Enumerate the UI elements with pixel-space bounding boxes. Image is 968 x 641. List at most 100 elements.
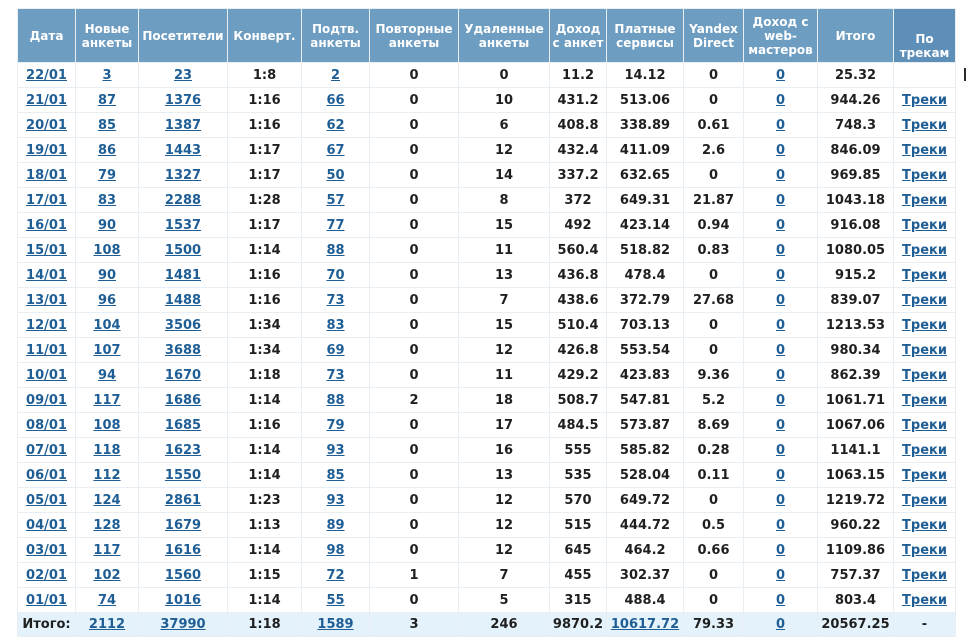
webmaster-income-link[interactable]: 0 xyxy=(775,342,786,358)
cell-new-profiles[interactable]: 112 xyxy=(76,463,138,487)
confirmed-link[interactable]: 73 xyxy=(326,367,345,383)
visitors-link[interactable]: 2288 xyxy=(164,192,202,208)
visitors-link[interactable]: 1560 xyxy=(164,567,202,583)
date-link[interactable]: 06/01 xyxy=(26,467,67,483)
totals-visitors-cell[interactable]: 37990 xyxy=(139,613,227,636)
header-confirmed[interactable]: Подтв. анкеты xyxy=(302,9,369,62)
tracks-link[interactable]: Треки xyxy=(902,267,947,283)
tracks-link[interactable]: Треки xyxy=(902,367,947,383)
confirmed-link[interactable]: 77 xyxy=(326,217,345,233)
totals-web-cell[interactable]: 0 xyxy=(744,613,817,636)
cell-date[interactable]: 18/01 xyxy=(18,163,75,187)
cell-confirmed[interactable]: 89 xyxy=(302,513,369,537)
visitors-link[interactable]: 1327 xyxy=(164,167,202,183)
visitors-link[interactable]: 3688 xyxy=(164,342,202,358)
confirmed-link[interactable]: 83 xyxy=(326,317,345,333)
new-profiles-link[interactable]: 102 xyxy=(93,567,121,583)
cell-tracks[interactable]: Треки xyxy=(894,588,955,612)
new-profiles-link[interactable]: 74 xyxy=(97,592,117,608)
webmaster-income-link[interactable]: 0 xyxy=(775,67,786,83)
cell-visitors[interactable]: 1560 xyxy=(139,563,227,587)
cell-new-profiles[interactable]: 85 xyxy=(76,113,138,137)
cell-visitors[interactable]: 1679 xyxy=(139,513,227,537)
tracks-link[interactable]: Треки xyxy=(902,417,947,433)
cell-date[interactable]: 02/01 xyxy=(18,563,75,587)
cell-date[interactable]: 11/01 xyxy=(18,338,75,362)
webmaster-income-link[interactable]: 0 xyxy=(775,567,786,583)
visitors-link[interactable]: 1488 xyxy=(164,292,202,308)
cell-confirmed[interactable]: 83 xyxy=(302,313,369,337)
cell-date[interactable]: 14/01 xyxy=(18,263,75,287)
totals-paid-cell[interactable]: 10617.72 xyxy=(607,613,683,636)
webmaster-income-link[interactable]: 0 xyxy=(775,442,786,458)
confirmed-link[interactable]: 93 xyxy=(326,492,345,508)
cell-confirmed[interactable]: 73 xyxy=(302,288,369,312)
date-link[interactable]: 20/01 xyxy=(26,117,67,133)
cell-tracks[interactable]: Треки xyxy=(894,163,955,187)
visitors-link[interactable]: 1443 xyxy=(164,142,202,158)
visitors-link[interactable]: 23 xyxy=(173,67,193,83)
cell-tracks[interactable]: Треки xyxy=(894,88,955,112)
cell-visitors[interactable]: 1327 xyxy=(139,163,227,187)
header-yandex-direct[interactable]: Yandex Direct xyxy=(684,9,743,62)
cell-visitors[interactable]: 1443 xyxy=(139,138,227,162)
cell-date[interactable]: 17/01 xyxy=(18,188,75,212)
cell-webmaster-income[interactable]: 0 xyxy=(744,313,817,337)
confirmed-link[interactable]: 67 xyxy=(326,142,345,158)
confirmed-link[interactable]: 57 xyxy=(326,192,345,208)
cell-webmaster-income[interactable]: 0 xyxy=(744,138,817,162)
cell-new-profiles[interactable]: 128 xyxy=(76,513,138,537)
cell-visitors[interactable]: 23 xyxy=(139,63,227,87)
cell-new-profiles[interactable]: 94 xyxy=(76,363,138,387)
cell-confirmed[interactable]: 72 xyxy=(302,563,369,587)
cell-tracks[interactable]: Треки xyxy=(894,138,955,162)
new-profiles-link[interactable]: 107 xyxy=(93,342,121,358)
confirmed-link[interactable]: 88 xyxy=(326,392,345,408)
cell-tracks[interactable]: Треки xyxy=(894,488,955,512)
new-profiles-link[interactable]: 86 xyxy=(97,142,117,158)
cell-new-profiles[interactable]: 104 xyxy=(76,313,138,337)
tracks-link[interactable]: Треки xyxy=(902,292,947,308)
cell-visitors[interactable]: 3506 xyxy=(139,313,227,337)
cell-confirmed[interactable]: 66 xyxy=(302,88,369,112)
totals-paid-link[interactable]: 10617.72 xyxy=(610,617,680,632)
tracks-link[interactable]: Треки xyxy=(902,592,947,608)
webmaster-income-link[interactable]: 0 xyxy=(775,217,786,233)
header-deleted[interactable]: Удаленные анкеты xyxy=(459,9,549,62)
confirmed-link[interactable]: 85 xyxy=(326,467,345,483)
new-profiles-link[interactable]: 128 xyxy=(93,517,121,533)
new-profiles-link[interactable]: 108 xyxy=(93,417,121,433)
totals-confirmed-link[interactable]: 1589 xyxy=(317,617,354,632)
cell-new-profiles[interactable]: 96 xyxy=(76,288,138,312)
cell-new-profiles[interactable]: 108 xyxy=(76,238,138,262)
header-webmaster-income[interactable]: Доход с web-мастеров xyxy=(744,9,817,62)
visitors-link[interactable]: 1685 xyxy=(164,417,202,433)
webmaster-income-link[interactable]: 0 xyxy=(775,417,786,433)
cell-date[interactable]: 19/01 xyxy=(18,138,75,162)
cell-webmaster-income[interactable]: 0 xyxy=(744,463,817,487)
cell-date[interactable]: 04/01 xyxy=(18,513,75,537)
cell-new-profiles[interactable]: 83 xyxy=(76,188,138,212)
date-link[interactable]: 10/01 xyxy=(26,367,67,383)
new-profiles-link[interactable]: 112 xyxy=(93,467,121,483)
new-profiles-link[interactable]: 117 xyxy=(93,392,121,408)
cell-new-profiles[interactable]: 108 xyxy=(76,413,138,437)
date-link[interactable]: 05/01 xyxy=(26,492,67,508)
webmaster-income-link[interactable]: 0 xyxy=(775,592,786,608)
cell-new-profiles[interactable]: 107 xyxy=(76,338,138,362)
tracks-link[interactable]: Треки xyxy=(902,217,947,233)
cell-tracks[interactable]: Треки xyxy=(894,363,955,387)
cell-tracks[interactable]: Треки xyxy=(894,113,955,137)
date-link[interactable]: 07/01 xyxy=(26,442,67,458)
cell-webmaster-income[interactable]: 0 xyxy=(744,63,817,87)
cell-webmaster-income[interactable]: 0 xyxy=(744,538,817,562)
visitors-link[interactable]: 1686 xyxy=(164,392,202,408)
cell-confirmed[interactable]: 69 xyxy=(302,338,369,362)
date-link[interactable]: 12/01 xyxy=(26,317,67,333)
cell-tracks[interactable]: Треки xyxy=(894,288,955,312)
cell-date[interactable]: 01/01 xyxy=(18,588,75,612)
new-profiles-link[interactable]: 94 xyxy=(97,367,117,383)
cell-confirmed[interactable]: 93 xyxy=(302,438,369,462)
cell-confirmed[interactable]: 2 xyxy=(302,63,369,87)
cell-visitors[interactable]: 2288 xyxy=(139,188,227,212)
